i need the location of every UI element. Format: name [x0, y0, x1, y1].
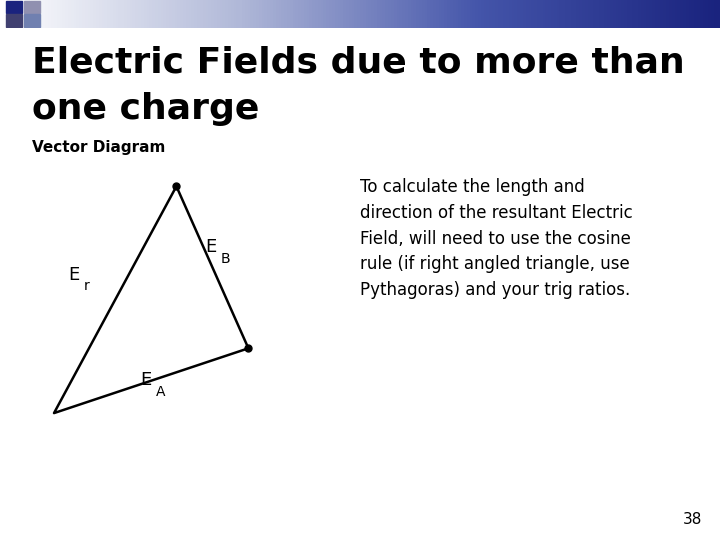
Text: E: E: [68, 266, 80, 284]
Text: A: A: [156, 384, 166, 399]
Text: Vector Diagram: Vector Diagram: [32, 140, 166, 156]
Text: To calculate the length and
direction of the resultant Electric
Field, will need: To calculate the length and direction of…: [360, 178, 633, 299]
Bar: [24, 1, 40, 14]
Text: r: r: [84, 279, 90, 293]
Bar: [6, 1, 22, 14]
Text: E: E: [205, 239, 217, 256]
Text: 38: 38: [683, 511, 702, 526]
Text: one charge: one charge: [32, 92, 260, 126]
Text: B: B: [221, 252, 230, 266]
Bar: [24, 15, 40, 27]
Bar: [6, 15, 22, 27]
Text: Electric Fields due to more than: Electric Fields due to more than: [32, 46, 685, 80]
Text: E: E: [140, 371, 152, 389]
